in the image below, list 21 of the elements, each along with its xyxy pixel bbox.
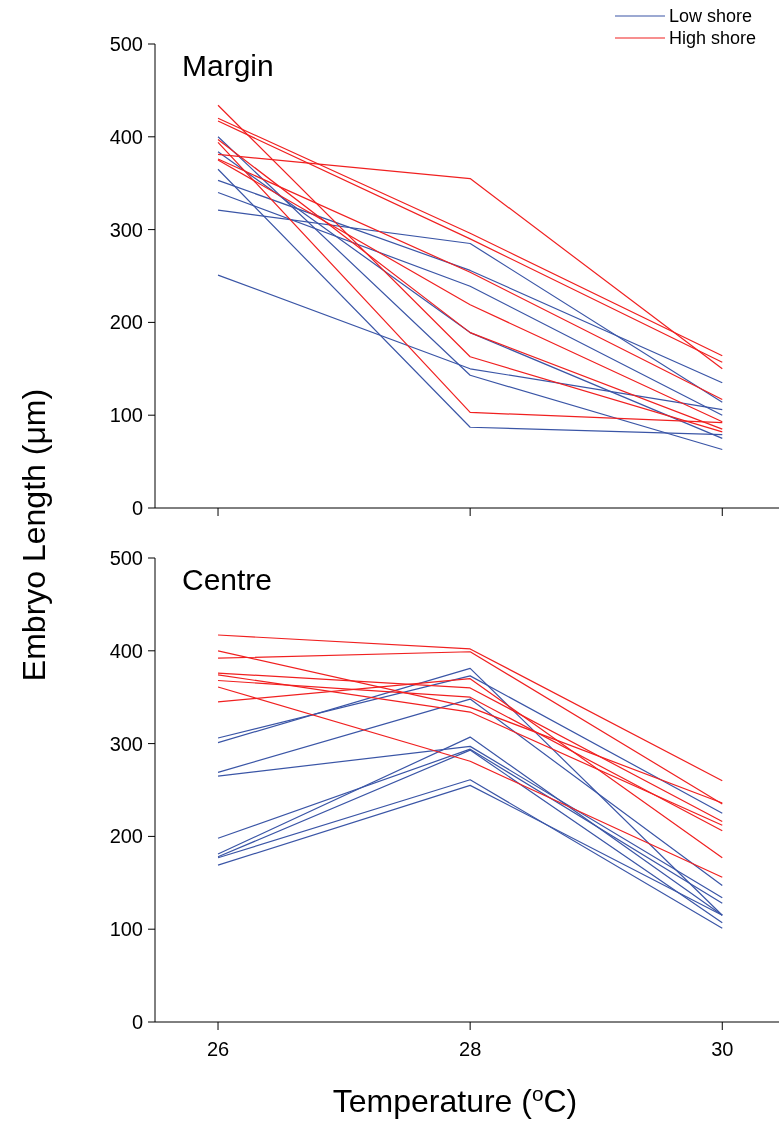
x-tick-label: 30	[711, 1038, 734, 1060]
x-axis-title: Temperature ($^{o}$C)	[332, 1081, 578, 1119]
y-tick-label: 200	[109, 311, 143, 334]
y-tick-label: 500	[109, 33, 143, 55]
y-tick-label: 300	[109, 218, 143, 241]
x-tick-label: 28	[459, 1038, 482, 1060]
y-tick-label: 100	[109, 918, 143, 941]
x-tick-label: 26	[206, 1038, 230, 1060]
y-tick-label: 400	[109, 125, 143, 148]
legend-label: Low shore	[669, 6, 753, 27]
chart-title: Margin	[182, 49, 274, 82]
y-tick-label: 300	[109, 732, 143, 755]
chart-title: Centre	[182, 563, 273, 596]
y-tick-label: 200	[109, 825, 143, 848]
y-axis-title: Embryo Length (μm)	[16, 388, 52, 682]
y-tick-label: 100	[109, 404, 143, 427]
y-tick-label: 500	[109, 547, 143, 569]
y-tick-label: 0	[131, 497, 143, 519]
y-tick-label: 400	[109, 639, 143, 662]
y-tick-label: 0	[131, 1011, 143, 1033]
legend-label: High shore	[669, 28, 757, 49]
